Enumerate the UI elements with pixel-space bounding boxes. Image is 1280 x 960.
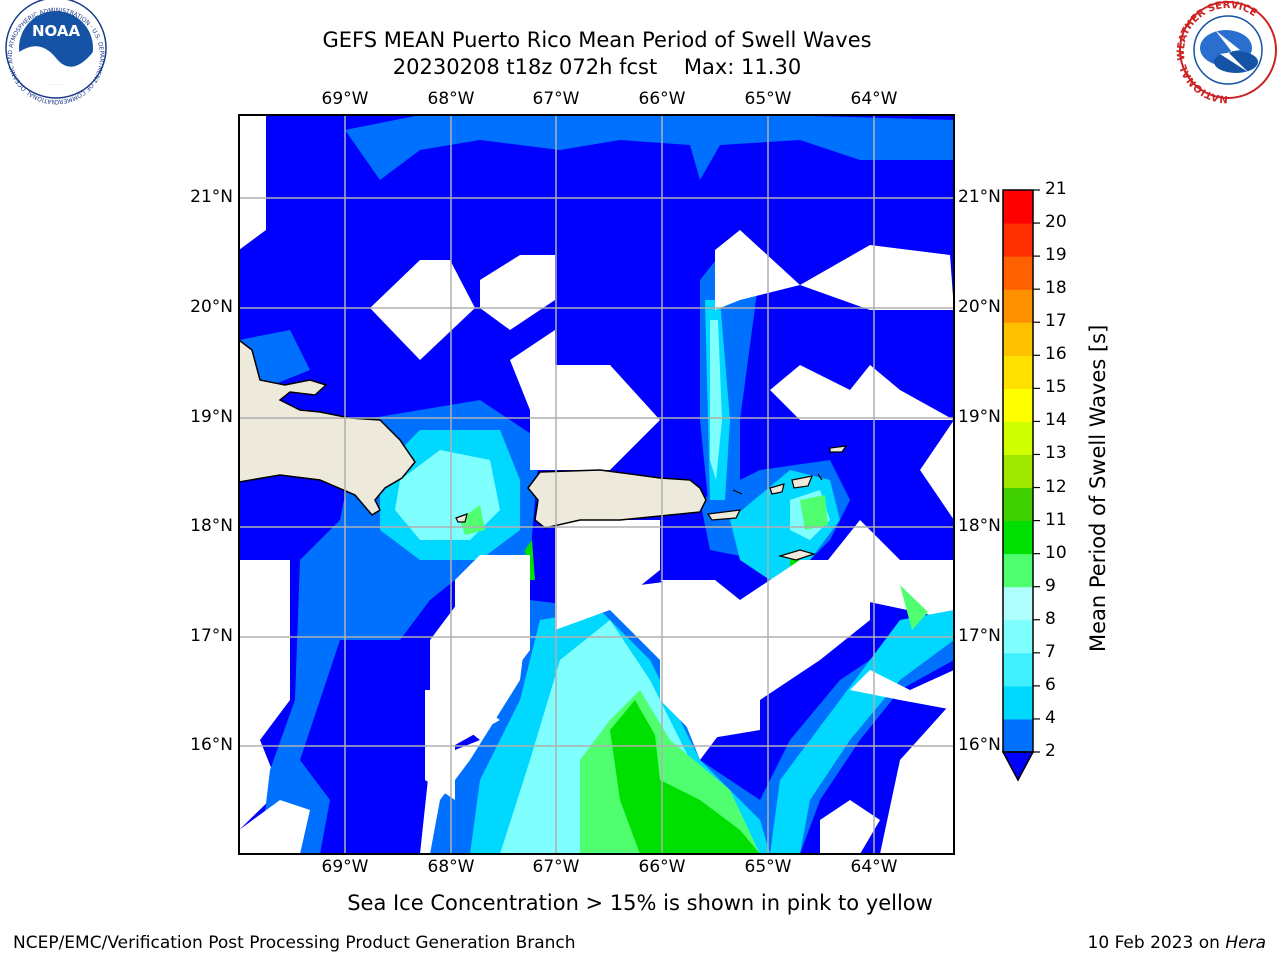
lat-label-right: 19°N — [958, 407, 1001, 427]
colorbar-extend-min — [1001, 751, 1035, 782]
colorbar-segment — [1003, 586, 1033, 621]
colorbar-segment — [1003, 520, 1033, 555]
lon-label-top: 69°W — [321, 89, 369, 109]
swell-band-4-6 — [345, 115, 954, 180]
lat-label-left: 21°N — [190, 187, 233, 207]
lat-label-left: 16°N — [190, 735, 233, 755]
colorbar — [1001, 189, 1040, 782]
chart-subtitle: 20230208 t18z 072h fcst Max: 11.30 — [392, 55, 802, 79]
colorbar-tick-label: 10 — [1045, 542, 1067, 563]
lat-label-right: 16°N — [958, 735, 1001, 755]
colorbar-segment — [1003, 685, 1033, 720]
lon-label-bottom: 69°W — [321, 857, 369, 877]
lat-label-right: 20°N — [958, 297, 1001, 317]
colorbar-tick-label: 20 — [1045, 212, 1067, 233]
colorbar-segment — [1003, 619, 1033, 654]
nws-logo: NATIONAL WEATHER SERVICE — [1176, 0, 1277, 104]
swell-band-10-11 — [610, 700, 760, 854]
noaa-logo-text: NOAA — [32, 22, 81, 40]
colorbar-segment — [1003, 454, 1033, 489]
lon-label-top: 68°W — [427, 89, 475, 109]
colorbar-frame — [1002, 189, 1034, 753]
colorbar-segment — [1003, 487, 1033, 522]
colorbar-tick-label: 2 — [1045, 741, 1056, 761]
colorbar-segment — [1003, 718, 1033, 753]
colorbar-tick-label: 13 — [1045, 443, 1067, 464]
land-hispaniola — [239, 339, 416, 516]
lat-label-left: 17°N — [190, 626, 233, 646]
colorbar-tick-label: 14 — [1045, 410, 1067, 431]
colorbar-segment — [1003, 388, 1033, 422]
lat-label-left: 19°N — [190, 407, 233, 427]
footer-credit: NCEP/EMC/Verification Post Processing Pr… — [13, 933, 576, 953]
lat-label-left: 18°N — [190, 516, 233, 536]
map-panel — [239, 115, 954, 854]
colorbar-tick-label: 17 — [1045, 311, 1067, 332]
footer-date: 10 Feb 2023 on Hera — [1088, 933, 1266, 953]
lat-label-right: 21°N — [958, 187, 1001, 207]
colorbar-segment — [1003, 256, 1033, 290]
colorbar-tick-label: 16 — [1045, 344, 1067, 365]
lon-label-bottom: 68°W — [427, 857, 475, 877]
colorbar-segment — [1003, 355, 1033, 389]
lon-label-bottom: 67°W — [532, 857, 580, 877]
chart-title: GEFS MEAN Puerto Rico Mean Period of Swe… — [322, 28, 872, 52]
colorbar-segment — [1003, 652, 1033, 687]
colorbar-tick-label: 6 — [1045, 674, 1056, 695]
lon-label-top: 64°W — [850, 89, 898, 109]
colorbar-tick-label: 9 — [1045, 575, 1056, 596]
footer-date-text: 10 Feb 2023 on — [1087, 933, 1226, 953]
colorbar-tick-label: 19 — [1045, 245, 1067, 266]
colorbar-tick-label: 21 — [1045, 179, 1067, 199]
colorbar-segment — [1003, 421, 1033, 455]
lon-label-bottom: 66°W — [638, 857, 686, 877]
map-frame — [238, 114, 955, 855]
colorbar-tick-label: 15 — [1045, 377, 1067, 398]
footer-machine: Hera — [1225, 933, 1266, 953]
noaa-logo: NATIONAL OCEANIC AND ATMOSPHERIC ADMINIS… — [0, 0, 107, 105]
colorbar-segment — [1003, 289, 1033, 323]
lat-label-right: 18°N — [958, 516, 1001, 536]
colorbar-segment — [1003, 223, 1033, 257]
lat-label-right: 17°N — [958, 626, 1001, 646]
colorbar-segment — [1003, 322, 1033, 356]
lon-label-bottom: 64°W — [850, 857, 898, 877]
colorbar-tick-label: 12 — [1045, 476, 1067, 497]
colorbar-tick-label: 7 — [1045, 641, 1056, 662]
colorbar-tick-label: 8 — [1045, 608, 1056, 629]
colorbar-label: Mean Period of Swell Waves [s] — [1086, 324, 1110, 652]
lon-label-bottom: 65°W — [744, 857, 792, 877]
colorbar-tick-label: 18 — [1045, 278, 1067, 299]
lat-label-left: 20°N — [190, 297, 233, 317]
colorbar-segment — [1003, 553, 1033, 588]
colorbar-tick-label: 4 — [1045, 707, 1056, 728]
map-gridlines — [239, 115, 954, 854]
colorbar-segment — [1003, 190, 1033, 224]
sea-ice-caption: Sea Ice Concentration > 15% is shown in … — [347, 891, 933, 915]
lon-label-top: 67°W — [532, 89, 580, 109]
colorbar-tick-label: 11 — [1045, 509, 1067, 530]
lon-label-top: 66°W — [638, 89, 686, 109]
lon-label-top: 65°W — [744, 89, 792, 109]
